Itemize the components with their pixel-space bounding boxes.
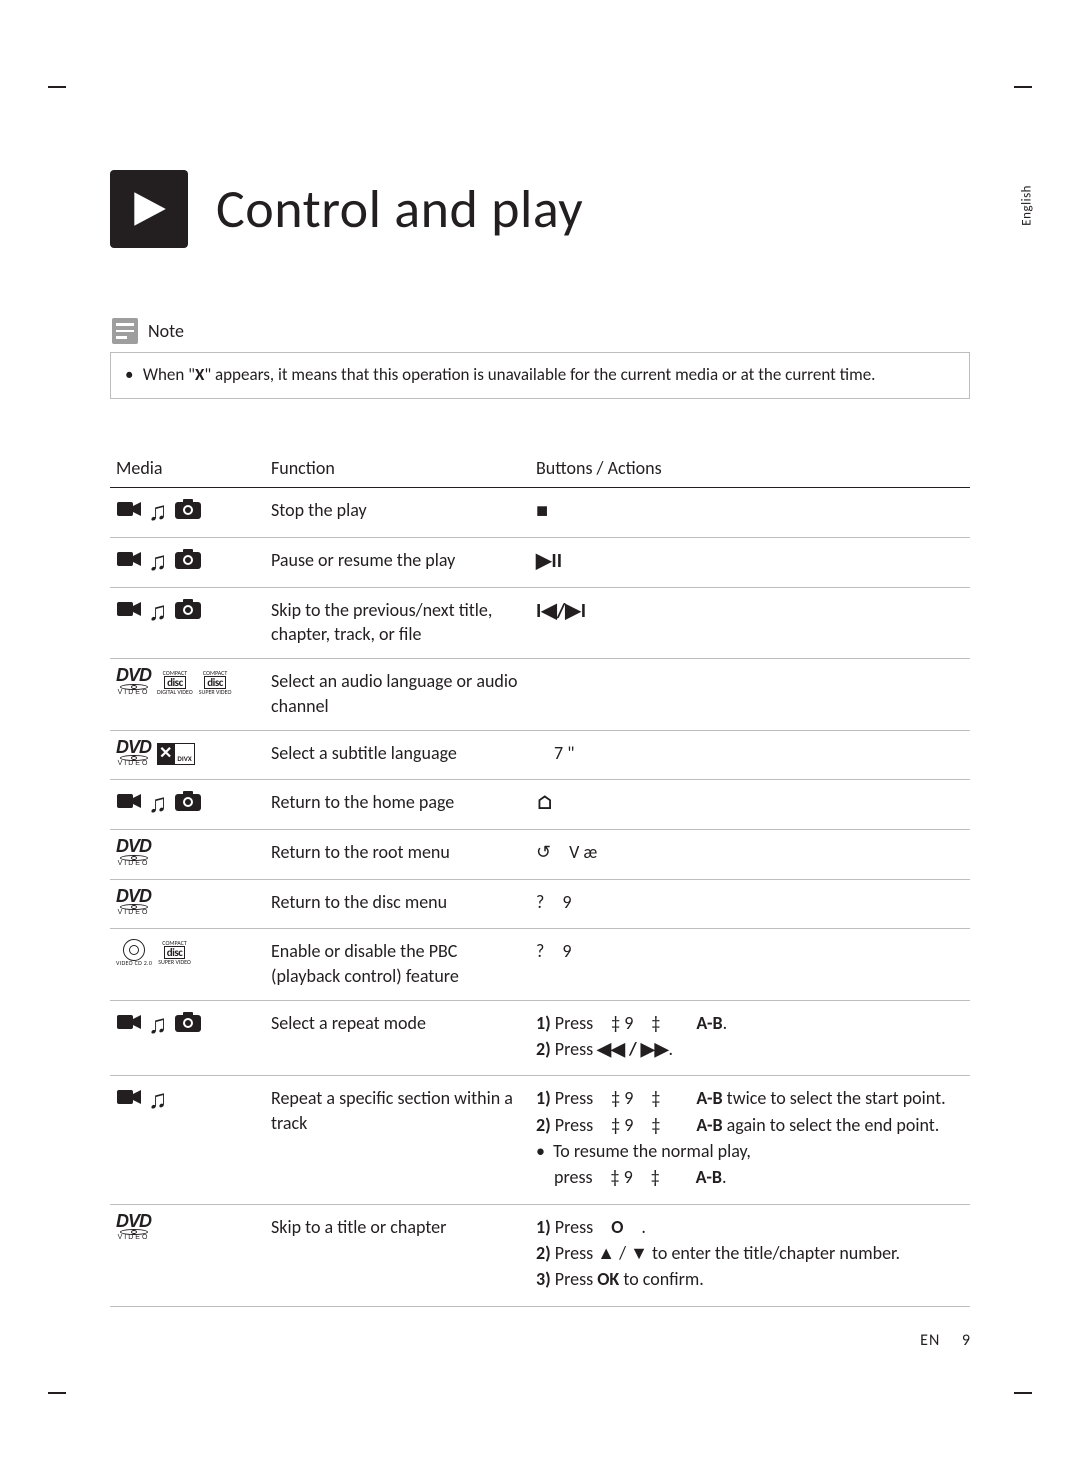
language-side-tab: English [1020, 185, 1035, 226]
media-cell: ♫ [110, 1000, 265, 1076]
play-section-icon [110, 170, 188, 248]
note-label: Note [148, 320, 184, 342]
note-box: • When "X" appears, it means that this o… [110, 352, 970, 399]
action-cell: 1) Press ‡ 9 ‡ A-B.2) Press ◀◀ / ▶▶. [530, 1000, 970, 1076]
table-row: VIDEO CD 2.0 COMPACTdiscSUPER VIDEOEnabl… [110, 929, 970, 1001]
table-row: DVDVIDEO ✕DIVXSelect a subtitle language… [110, 730, 970, 779]
action-cell: 1) Press O .2) Press ▲ / ▼ to enter the … [530, 1204, 970, 1306]
table-row: ♫Stop the play■ [110, 487, 970, 537]
function-cell: Select a subtitle language [265, 730, 530, 779]
table-row: DVDVIDEOReturn to the root menu↺ V æ [110, 830, 970, 879]
media-cell: ♫ [110, 487, 265, 537]
table-row: ♫Repeat a specific section within a trac… [110, 1076, 970, 1204]
function-cell: Pause or resume the play [265, 537, 530, 587]
media-cell: ♫ [110, 1076, 265, 1204]
col-function: Function [265, 449, 530, 488]
media-cell: DVDVIDEO ✕DIVX [110, 730, 265, 779]
action-cell: ? 9 [530, 879, 970, 928]
page-title: Control and play [216, 176, 583, 242]
col-actions: Buttons / Actions [530, 449, 970, 488]
action-cell: ■ [530, 487, 970, 537]
media-cell: DVDVIDEO [110, 830, 265, 879]
action-cell: 7 " [530, 730, 970, 779]
media-cell: VIDEO CD 2.0 COMPACTdiscSUPER VIDEO [110, 929, 265, 1001]
table-row: ♫Select a repeat mode1) Press ‡ 9 ‡ A-B.… [110, 1000, 970, 1076]
action-cell: ↺ V æ [530, 830, 970, 879]
note-icon [112, 318, 138, 344]
action-cell: ▶II [530, 537, 970, 587]
function-cell: Enable or disable the PBC (playback cont… [265, 929, 530, 1001]
note-text-prefix: When " [143, 364, 195, 385]
table-row: DVDVIDEOReturn to the disc menu? 9 [110, 879, 970, 928]
media-cell: ♫ [110, 780, 265, 830]
table-row: ♫Skip to the previous/next title, chapte… [110, 587, 970, 659]
function-cell: Return to the home page [265, 780, 530, 830]
table-row: DVDVIDEO COMPACTdiscDIGITAL VIDEO COMPAC… [110, 659, 970, 731]
media-cell: ♫ [110, 537, 265, 587]
note-text-symbol: X [195, 364, 204, 385]
table-row: ♫Return to the home page⌂ [110, 780, 970, 830]
action-cell: 1) Press ‡ 9 ‡ A-B twice to select the s… [530, 1076, 970, 1204]
footer-page: 9 [962, 1331, 970, 1350]
table-row: DVDVIDEOSkip to a title or chapter1) Pre… [110, 1204, 970, 1306]
function-cell: Return to the root menu [265, 830, 530, 879]
media-cell: ♫ [110, 587, 265, 659]
table-row: ♫Pause or resume the play▶II [110, 537, 970, 587]
function-cell: Stop the play [265, 487, 530, 537]
function-cell: Repeat a specific section within a track [265, 1076, 530, 1204]
function-cell: Skip to the previous/next title, chapter… [265, 587, 530, 659]
media-cell: DVDVIDEO [110, 1204, 265, 1306]
action-cell: ? 9 [530, 929, 970, 1001]
media-cell: DVDVIDEO COMPACTdiscDIGITAL VIDEO COMPAC… [110, 659, 265, 731]
page-footer: EN 9 [920, 1331, 970, 1350]
function-cell: Select a repeat mode [265, 1000, 530, 1076]
function-table: Media Function Buttons / Actions ♫Stop t… [110, 449, 970, 1307]
function-cell: Select an audio language or audio channe… [265, 659, 530, 731]
function-cell: Skip to a title or chapter [265, 1204, 530, 1306]
action-cell: ⌂ [530, 780, 970, 830]
note-text-suffix: " appears, it means that this operation … [204, 364, 875, 385]
col-media: Media [110, 449, 265, 488]
action-cell: I◀/▶I [530, 587, 970, 659]
footer-lang: EN [920, 1331, 940, 1350]
function-cell: Return to the disc menu [265, 879, 530, 928]
action-cell [530, 659, 970, 731]
media-cell: DVDVIDEO [110, 879, 265, 928]
